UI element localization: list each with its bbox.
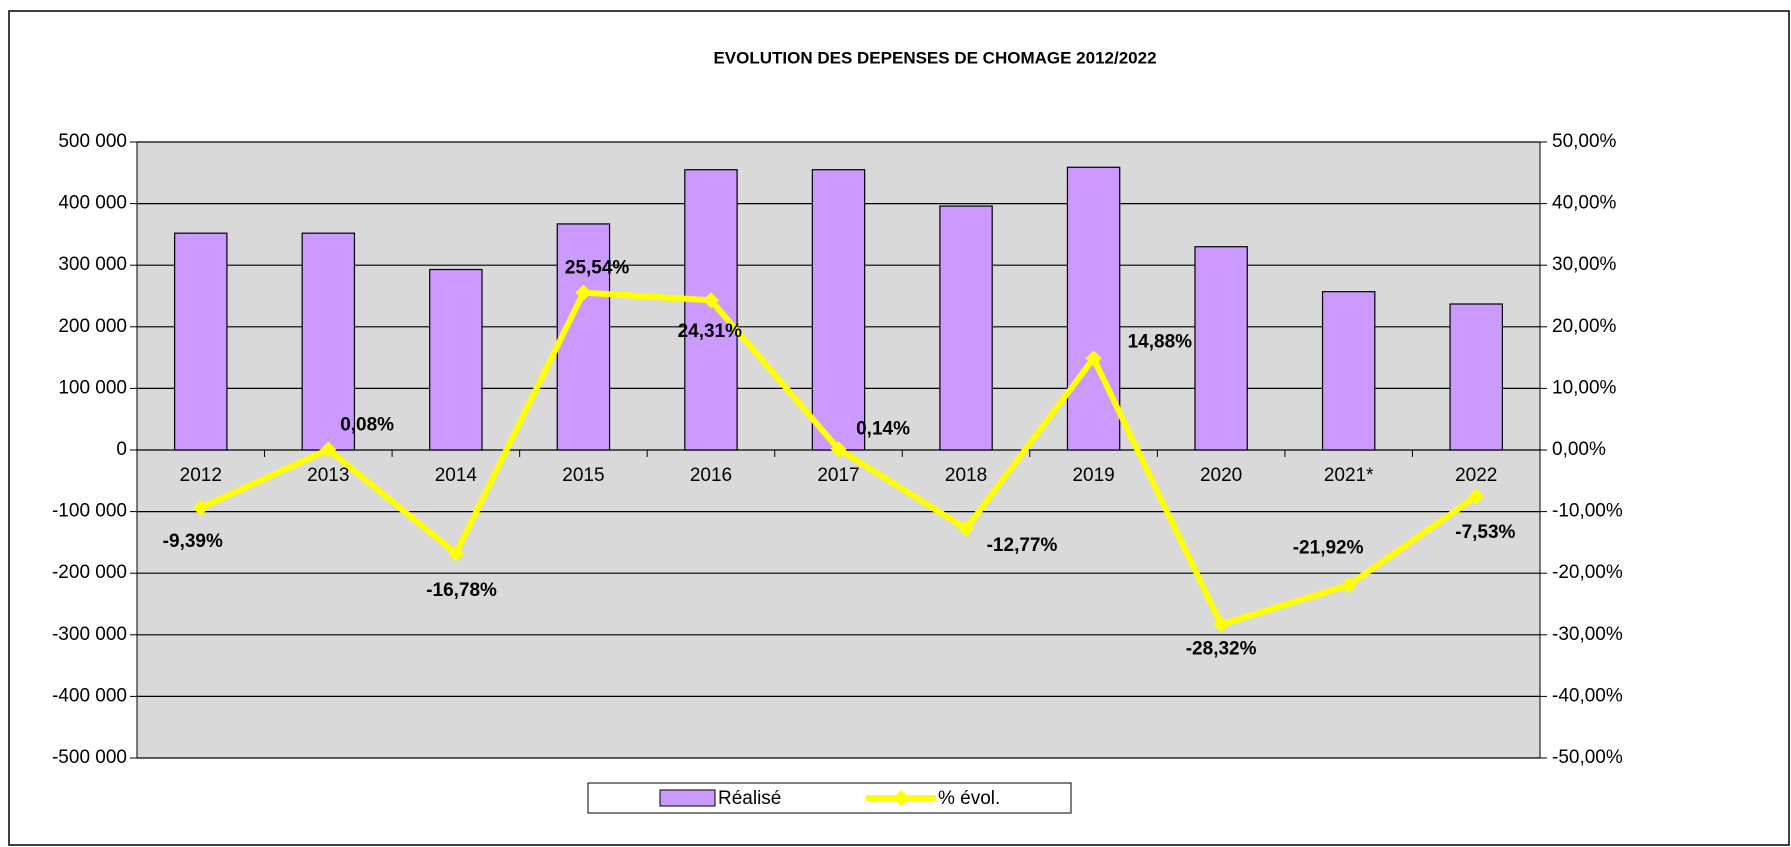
y-tick-label: -400 000 <box>52 685 127 706</box>
x-tick-label: 2016 <box>690 465 732 486</box>
data-label: 0,08% <box>340 415 394 436</box>
bar <box>174 232 228 451</box>
y2-tick-label: -50,00% <box>1552 747 1623 768</box>
x-tick-label: 2013 <box>307 465 349 486</box>
bar <box>684 169 738 451</box>
line-marker <box>958 520 975 537</box>
x-tick-label: 2022 <box>1455 465 1497 486</box>
y-tick-label: -100 000 <box>52 501 127 522</box>
line-marker <box>447 545 464 562</box>
legend-label: Réalisé <box>718 788 781 809</box>
x-tick-label: 2020 <box>1200 465 1242 486</box>
y2-tick-label: 50,00% <box>1552 131 1617 152</box>
bar <box>811 169 866 451</box>
bar <box>556 223 611 451</box>
data-label: -12,77% <box>987 535 1058 556</box>
line-marker <box>1085 350 1102 367</box>
chart-title: EVOLUTION DES DEPENSES DE CHOMAGE 2012/2… <box>713 48 1156 67</box>
data-label: -21,92% <box>1293 537 1364 558</box>
line-marker <box>830 441 847 458</box>
x-tick-label: 2019 <box>1072 465 1114 486</box>
line-marker <box>1468 488 1485 505</box>
data-label: 14,88% <box>1128 331 1193 352</box>
y-tick-label: 200 000 <box>58 316 127 337</box>
bar <box>939 205 993 451</box>
line-marker <box>1213 616 1230 633</box>
y-tick-label: 300 000 <box>58 254 127 275</box>
bar <box>301 232 356 451</box>
y2-tick-label: 10,00% <box>1552 377 1617 398</box>
bar <box>1321 291 1376 451</box>
y-tick-label: 0 <box>116 439 127 460</box>
legend-swatch <box>659 789 716 807</box>
bar <box>1066 166 1121 451</box>
line-marker <box>702 292 719 309</box>
y-tick-label: 100 000 <box>58 377 127 398</box>
data-label: -9,39% <box>163 531 223 552</box>
data-label: -7,53% <box>1455 522 1515 543</box>
legend-marker <box>893 790 909 806</box>
y-tick-label: -500 000 <box>52 747 127 768</box>
x-tick-label: 2021* <box>1324 465 1374 486</box>
y-tick-label: 400 000 <box>58 193 127 214</box>
data-label: 0,14% <box>856 419 910 440</box>
y-tick-label: -200 000 <box>52 562 127 583</box>
bar <box>1449 303 1503 451</box>
x-tick-label: 2014 <box>435 465 478 486</box>
y2-tick-label: 20,00% <box>1552 316 1617 337</box>
y2-tick-label: -30,00% <box>1552 624 1623 645</box>
bar <box>429 268 483 451</box>
line-marker <box>1340 577 1357 594</box>
line-marker <box>320 441 337 458</box>
y-tick-label: -300 000 <box>52 624 127 645</box>
y2-tick-label: -10,00% <box>1552 501 1623 522</box>
x-tick-label: 2018 <box>945 465 987 486</box>
x-tick-label: 2012 <box>180 465 222 486</box>
y2-tick-label: 0,00% <box>1552 439 1606 460</box>
data-label: 25,54% <box>565 258 630 279</box>
y2-tick-label: 40,00% <box>1552 193 1617 214</box>
y2-tick-label: 30,00% <box>1552 254 1617 275</box>
bar <box>1194 246 1248 451</box>
line-marker <box>192 499 209 516</box>
x-tick-label: 2017 <box>817 465 859 486</box>
line-marker <box>575 284 592 301</box>
legend-label: % évol. <box>938 788 1000 809</box>
data-label: 24,31% <box>678 321 743 342</box>
y2-tick-label: -20,00% <box>1552 562 1623 583</box>
y2-tick-label: -40,00% <box>1552 685 1623 706</box>
data-label: -28,32% <box>1186 639 1257 660</box>
data-label: -16,78% <box>426 580 497 601</box>
x-tick-label: 2015 <box>562 465 604 486</box>
y-tick-label: 500 000 <box>58 131 127 152</box>
